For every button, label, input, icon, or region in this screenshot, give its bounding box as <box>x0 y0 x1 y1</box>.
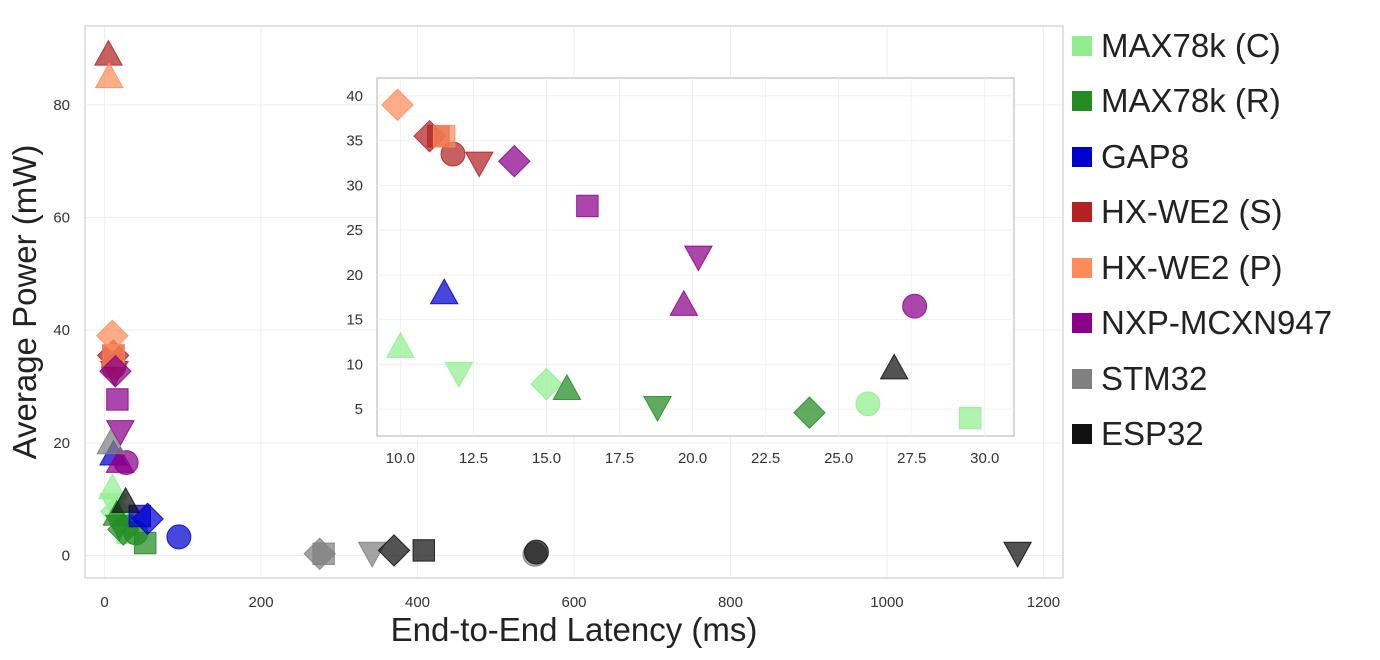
point-stm32-triangle-up <box>96 428 126 455</box>
inset-point-hx-we2-p-diamond <box>381 88 414 122</box>
main-x-tick-label: 0 <box>100 594 108 611</box>
inset-y-tick-label: 20 <box>346 267 363 284</box>
point-esp32-triangle-up <box>111 486 141 513</box>
legend-swatch <box>1072 368 1092 389</box>
point-hx-we2-p-triangle-up <box>94 62 124 89</box>
point-hx-we2-s-triangle-up <box>93 39 123 66</box>
main-y-tick-label: 40 <box>53 322 70 339</box>
legend-item-max78k-c: MAX78k (C) <box>1072 18 1372 74</box>
legend-item-esp32: ESP32 <box>1072 407 1372 463</box>
legend-item-nxp-mcxn947: NXP-MCXN947 <box>1072 296 1372 352</box>
inset-point-max78k-r-triangle-down <box>643 395 673 423</box>
point-gap8-circle <box>166 524 192 550</box>
point-stm32-diamond <box>303 537 337 571</box>
inset-point-hx-we2-s-triangle-down <box>464 151 494 178</box>
legend-swatch <box>1072 313 1092 334</box>
inset-point-max78k-r-triangle-up <box>552 373 582 400</box>
point-nxp-mcxn947-circle <box>113 450 139 475</box>
legend-item-hx-we2-s: HX-WE2 (S) <box>1072 185 1372 241</box>
legend-item-max78k-r: MAX78k (R) <box>1072 74 1372 130</box>
legend-label: HX-WE2 (P) <box>1101 248 1283 286</box>
main-plot-frame <box>84 25 1064 579</box>
main-x-tick-label: 1200 <box>1027 594 1060 611</box>
legend-label: GAP8 <box>1101 137 1190 175</box>
inset-y-tick-label: 15 <box>346 312 363 329</box>
legend-swatch <box>1072 35 1092 56</box>
inset-data-points <box>381 88 982 430</box>
inset-point-nxp-mcxn947-square <box>576 194 599 218</box>
inset-point-max78k-c-triangle-up <box>385 331 415 358</box>
point-esp32-square <box>412 539 436 562</box>
inset-point-max78k-c-diamond <box>530 367 563 401</box>
main-y-tick-label: 0 <box>62 547 70 564</box>
point-nxp-mcxn947-triangle-down <box>105 420 135 447</box>
main-x-tick-label: 1000 <box>870 594 903 611</box>
legend-swatch <box>1072 91 1092 112</box>
y-axis-label: Average Power (mW) <box>6 145 43 460</box>
inset-x-tick-label: 15.0 <box>532 450 561 467</box>
point-max78k-c-triangle-up <box>97 473 127 500</box>
main-data-points <box>93 39 1033 571</box>
inset-x-tick-label: 12.5 <box>459 450 488 467</box>
inset-y-tick-label: 30 <box>346 177 363 194</box>
point-esp32-diamond <box>377 534 411 567</box>
inset-x-tick-label: 17.5 <box>605 450 634 467</box>
point-esp32-triangle-down <box>1003 541 1033 568</box>
legend-label: MAX78k (R) <box>1101 82 1281 120</box>
inset-point-nxp-mcxn947-diamond <box>498 144 531 178</box>
inset-tick-labels: 10.0 12.5 15.0 17.5 20.0 22.5 25.0 27.5 30.0 5 10 1… <box>346 88 999 467</box>
inset-x-tick-label: 30.0 <box>970 450 999 467</box>
inset-point-max78k-c-square <box>958 406 982 430</box>
main-tick-labels: 0 200 400 600 800 1000 1200 0 20 40 60 80 <box>53 97 1060 611</box>
inset-x-tick-label: 20.0 <box>678 450 707 467</box>
legend-item-hx-we2-p: HX-WE2 (P) <box>1072 240 1372 296</box>
legend-label: ESP32 <box>1101 415 1204 453</box>
legend-label: HX-WE2 (S) <box>1101 193 1283 231</box>
main-x-tick-label: 200 <box>249 594 274 611</box>
inset-point-max78k-r-diamond <box>793 396 826 430</box>
legend-swatch <box>1072 146 1092 167</box>
inset-point-nxp-mcxn947-triangle-down <box>683 245 713 272</box>
inset-x-tick-label: 27.5 <box>897 450 926 467</box>
main-x-tick-label: 400 <box>405 594 430 611</box>
main-y-tick-label: 80 <box>53 97 70 114</box>
legend-item-gap8: GAP8 <box>1072 129 1372 185</box>
legend-label: STM32 <box>1101 359 1208 397</box>
inset-point-nxp-mcxn947-circle <box>902 293 928 319</box>
inset-grid <box>377 78 1014 436</box>
point-nxp-mcxn947-square <box>106 388 129 411</box>
inset-point-gap8-triangle-up <box>429 278 459 305</box>
inset-x-tick-label: 25.0 <box>824 450 853 467</box>
inset-point-max78k-c-triangle-down <box>444 361 474 389</box>
legend-label: MAX78k (C) <box>1101 26 1281 64</box>
inset-y-tick-label: 5 <box>355 401 363 418</box>
main-y-tick-label: 20 <box>53 435 70 452</box>
inset-point-hx-we2-p-square <box>432 124 456 148</box>
point-esp32-circle <box>523 539 549 565</box>
legend-label: NXP-MCXN947 <box>1101 304 1333 342</box>
inset-y-tick-label: 35 <box>346 133 363 150</box>
x-axis-label: End-to-End Latency (ms) <box>391 611 758 648</box>
inset-y-tick-label: 25 <box>346 222 363 239</box>
legend-item-stm32: STM32 <box>1072 351 1372 407</box>
legend-swatch <box>1072 257 1092 278</box>
inset-y-tick-label: 10 <box>346 356 363 373</box>
inset-x-tick-label: 10.0 <box>386 450 415 467</box>
point-max78k-r-triangle-up <box>102 499 132 526</box>
point-stm32-triangle-down <box>357 541 387 568</box>
inset-point-esp32-triangle-up <box>879 353 909 380</box>
inset-point-nxp-mcxn947-triangle-up <box>669 289 699 316</box>
legend: MAX78k (C) MAX78k (R) GAP8 HX-WE2 (S) HX-WE2… <box>1072 18 1372 462</box>
point-nxp-mcxn947-diamond <box>99 354 132 388</box>
inset-y-tick-label: 40 <box>346 88 363 105</box>
main-y-tick-label: 60 <box>53 210 70 227</box>
inset-x-tick-label: 22.5 <box>751 450 780 467</box>
main-x-tick-label: 800 <box>718 594 743 611</box>
legend-swatch <box>1072 424 1092 445</box>
main-x-tick-label: 600 <box>561 594 586 611</box>
legend-swatch <box>1072 202 1092 223</box>
inset-point-max78k-c-circle <box>855 391 881 417</box>
